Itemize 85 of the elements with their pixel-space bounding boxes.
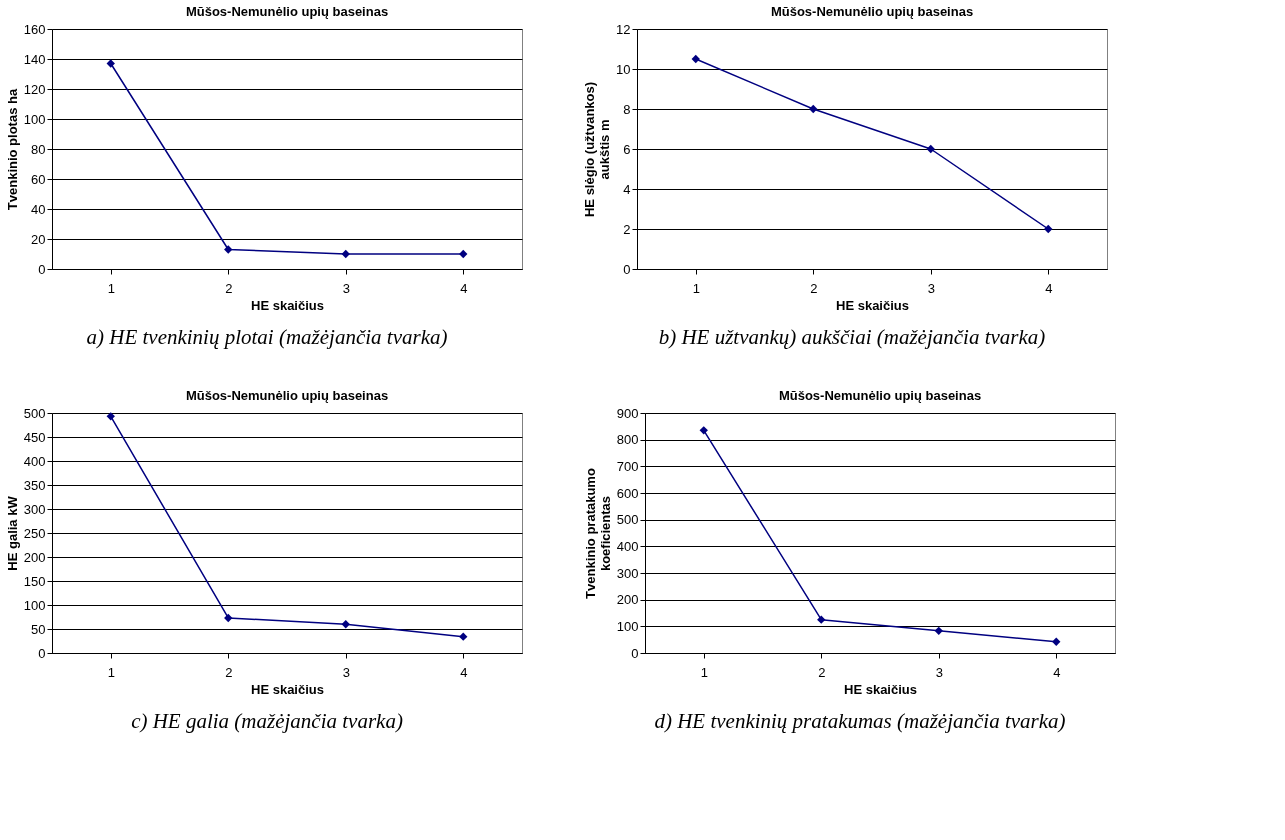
y-tick-label: 4 [623,181,631,197]
y-tick-label: 2 [623,221,631,237]
point [341,249,350,259]
x-tick-label: 4 [460,280,468,296]
y-tick-label: 6 [623,141,631,157]
chart-title: Mūšos-Nemunėlio upių baseinas [185,4,389,19]
y-tick-label: 300 [23,501,46,517]
y-tick-label: 0 [631,645,639,661]
y-tick-label: 8 [623,101,631,117]
y-tick-label: 200 [23,549,46,565]
y-axis-title: HE slėgio (užtvankos) aukštis m [582,81,613,218]
x-tick-label: 4 [1053,664,1061,680]
text: a) HE tvenkinių plotai (mažėjančia tvarka) [86,325,448,349]
point [224,613,233,623]
point [1044,224,1053,234]
text: c) HE galia (mažėjančia tvarka) [131,709,403,733]
point [224,245,233,254]
chart-title: Mūšos-Nemunėlio upių baseinas [185,388,389,403]
point [934,626,943,636]
y-tick-label: 500 [23,405,46,421]
y-tick-label: 50 [31,621,46,637]
y-tick-label: 100 [23,111,46,127]
y-axis-title: Tvenkinio pratakumo koeficientas [582,468,613,599]
x-axis-title: HE skaičius [836,297,909,313]
x-axis-title: HE skaičius [251,297,324,313]
x-axis-title: HE skaičius [844,681,917,697]
x-tick-label: 2 [225,280,233,296]
chart-title: Mūšos-Nemunėlio upių baseinas [770,4,974,19]
point [817,615,826,624]
y-tick-label: 400 [23,453,46,469]
y-axis-title: HE galia kW [4,495,20,571]
y-tick-label: 700 [616,458,639,474]
y-tick-label: 10 [616,61,631,77]
y-axis-title: Tvenkinio plotas ha [4,88,20,211]
chart-title: Mūšos-Nemunėlio upių baseinas [778,388,982,403]
y-tick-label: 0 [38,261,46,277]
point [341,620,350,629]
y-tick-label: 400 [616,538,639,554]
y-tick-label: 120 [23,81,46,97]
y-tick-label: 900 [616,405,639,421]
point [809,104,818,114]
y-tick-label: 0 [38,645,46,661]
y-tick-label: 40 [31,201,46,217]
point [106,59,115,68]
y-tick-label: 20 [31,231,46,247]
point [699,426,708,435]
point [106,412,115,421]
y-tick-label: 12 [616,21,631,37]
x-tick-label: 4 [460,664,468,680]
y-tick-label: 140 [23,51,46,67]
point [926,144,935,154]
text: d) HE tvenkinių pratakumas (mažėjančia tvarka) [654,709,1066,733]
x-tick-label: 2 [225,664,233,680]
x-tick-label: 2 [810,280,818,296]
x-tick-label: 2 [818,664,826,680]
x-tick-label: 1 [107,280,115,296]
x-tick-label: 3 [342,664,350,680]
x-tick-label: 1 [692,280,700,296]
point [459,249,468,259]
x-tick-label: 3 [935,664,943,680]
y-tick-label: 0 [623,261,631,277]
y-tick-label: 350 [23,477,46,493]
x-tick-label: 1 [107,664,115,680]
point [459,632,468,641]
x-tick-label: 1 [700,664,708,680]
x-axis-title: HE skaičius [251,681,324,697]
y-tick-label: 200 [616,592,639,608]
y-tick-label: 150 [23,573,46,589]
y-tick-label: 60 [31,171,46,187]
y-tick-label: 800 [616,432,639,448]
y-tick-label: 80 [31,141,46,157]
text: b) HE užtvankų) aukščiai (mažėjančia tvarka) [658,325,1046,349]
y-tick-label: 250 [23,525,46,541]
x-tick-label: 3 [342,280,350,296]
x-tick-label: 4 [1045,280,1053,296]
y-tick-label: 450 [23,429,46,445]
point [691,54,700,64]
y-tick-label: 100 [616,618,639,634]
x-tick-label: 3 [927,280,935,296]
y-tick-label: 500 [616,512,639,528]
point [1052,637,1061,646]
y-tick-label: 100 [23,597,46,613]
y-tick-label: 600 [616,485,639,501]
y-tick-label: 160 [23,21,46,37]
y-tick-label: 300 [616,565,639,581]
